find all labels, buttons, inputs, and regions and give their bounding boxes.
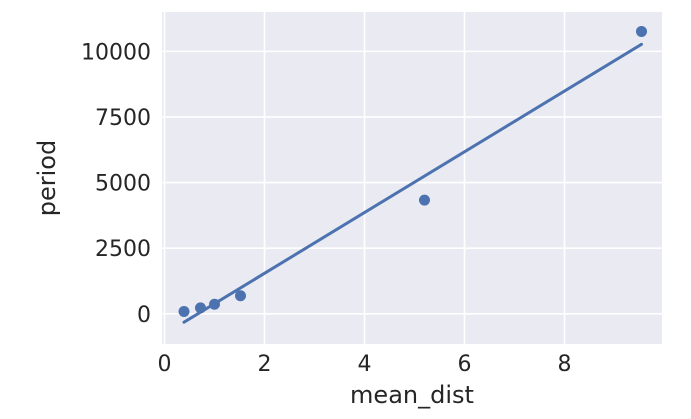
y-tick-label: 5000 [95,172,151,197]
y-axis-tick-labels: 0 2500 5000 7500 10000 [81,40,151,327]
x-axis-label: mean_dist [350,381,474,409]
data-point [209,298,220,310]
data-point [178,306,190,318]
y-axis-label: period [33,140,61,216]
x-axis-tick-labels: 0 2 4 6 8 [158,352,572,377]
y-tick-label: 10000 [81,40,151,65]
data-point [636,25,647,37]
y-tick-label: 2500 [95,237,151,262]
x-gridlines [163,12,566,344]
plot-area [162,12,662,344]
data-point [419,194,430,206]
y-gridlines [162,50,662,315]
data-point [235,290,246,302]
y-tick-label: 0 [137,303,151,328]
x-tick-label: 2 [258,352,272,377]
regression-line [182,42,643,324]
y-tick-label: 7500 [95,106,151,131]
data-point [195,302,206,314]
x-tick-label: 6 [458,352,472,377]
x-tick-label: 4 [358,352,372,377]
x-tick-label: 0 [158,352,172,377]
x-tick-label: 8 [558,352,572,377]
data-points [178,25,647,318]
